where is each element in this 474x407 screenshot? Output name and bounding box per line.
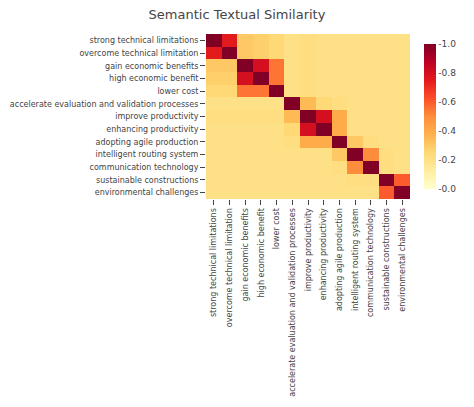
svg-text:improve productivity: improve productivity: [304, 208, 313, 291]
svg-text:overcome technical limitation: overcome technical limitation: [79, 49, 198, 58]
svg-text:enhancing productivity: enhancing productivity: [106, 125, 198, 134]
svg-text:-1.0: -1.0: [438, 39, 456, 49]
svg-text:adopting agile production: adopting agile production: [96, 138, 199, 147]
svg-text:-0.0: -0.0: [438, 184, 456, 194]
svg-text:overcome technical limitation: overcome technical limitation: [225, 208, 234, 327]
svg-text:enhancing productivity: enhancing productivity: [319, 208, 328, 300]
svg-text:adopting agile production: adopting agile production: [335, 208, 344, 311]
svg-text:communication technology: communication technology: [90, 163, 199, 172]
svg-text:high economic benefit: high economic benefit: [257, 208, 266, 297]
svg-text:-0.2: -0.2: [438, 155, 456, 165]
svg-text:high economic benefit: high economic benefit: [109, 74, 198, 83]
svg-text:accelerate evaluation and vali: accelerate evaluation and validation pro…: [10, 100, 199, 109]
svg-text:intelligent routing system: intelligent routing system: [96, 150, 199, 159]
svg-text:accelerate evaluation and vali: accelerate evaluation and validation pro…: [288, 208, 297, 397]
svg-text:lower cost: lower cost: [157, 87, 198, 96]
svg-text:sustainable constructions: sustainable constructions: [382, 208, 391, 310]
svg-text:lower cost: lower cost: [272, 208, 281, 249]
svg-text:-0.8: -0.8: [438, 68, 456, 78]
svg-text:communication technology: communication technology: [366, 208, 375, 317]
svg-text:sustainable constructions: sustainable constructions: [96, 176, 198, 185]
svg-text:improve productivity: improve productivity: [115, 112, 198, 121]
svg-text:intelligent routing system: intelligent routing system: [351, 208, 360, 311]
svg-text:-0.6: -0.6: [438, 97, 456, 107]
svg-text:strong technical limitations: strong technical limitations: [209, 208, 218, 317]
svg-text:gain economic benefits: gain economic benefits: [105, 62, 198, 71]
svg-text:environmental challenges: environmental challenges: [95, 188, 199, 197]
svg-text:Semantic Textual Similarity: Semantic Textual Similarity: [149, 7, 326, 22]
svg-text:-0.4: -0.4: [438, 126, 456, 136]
svg-text:strong technical limitations: strong technical limitations: [90, 36, 199, 45]
svg-text:gain economic benefits: gain economic benefits: [241, 208, 250, 301]
svg-text:environmental challenges: environmental challenges: [398, 208, 407, 312]
